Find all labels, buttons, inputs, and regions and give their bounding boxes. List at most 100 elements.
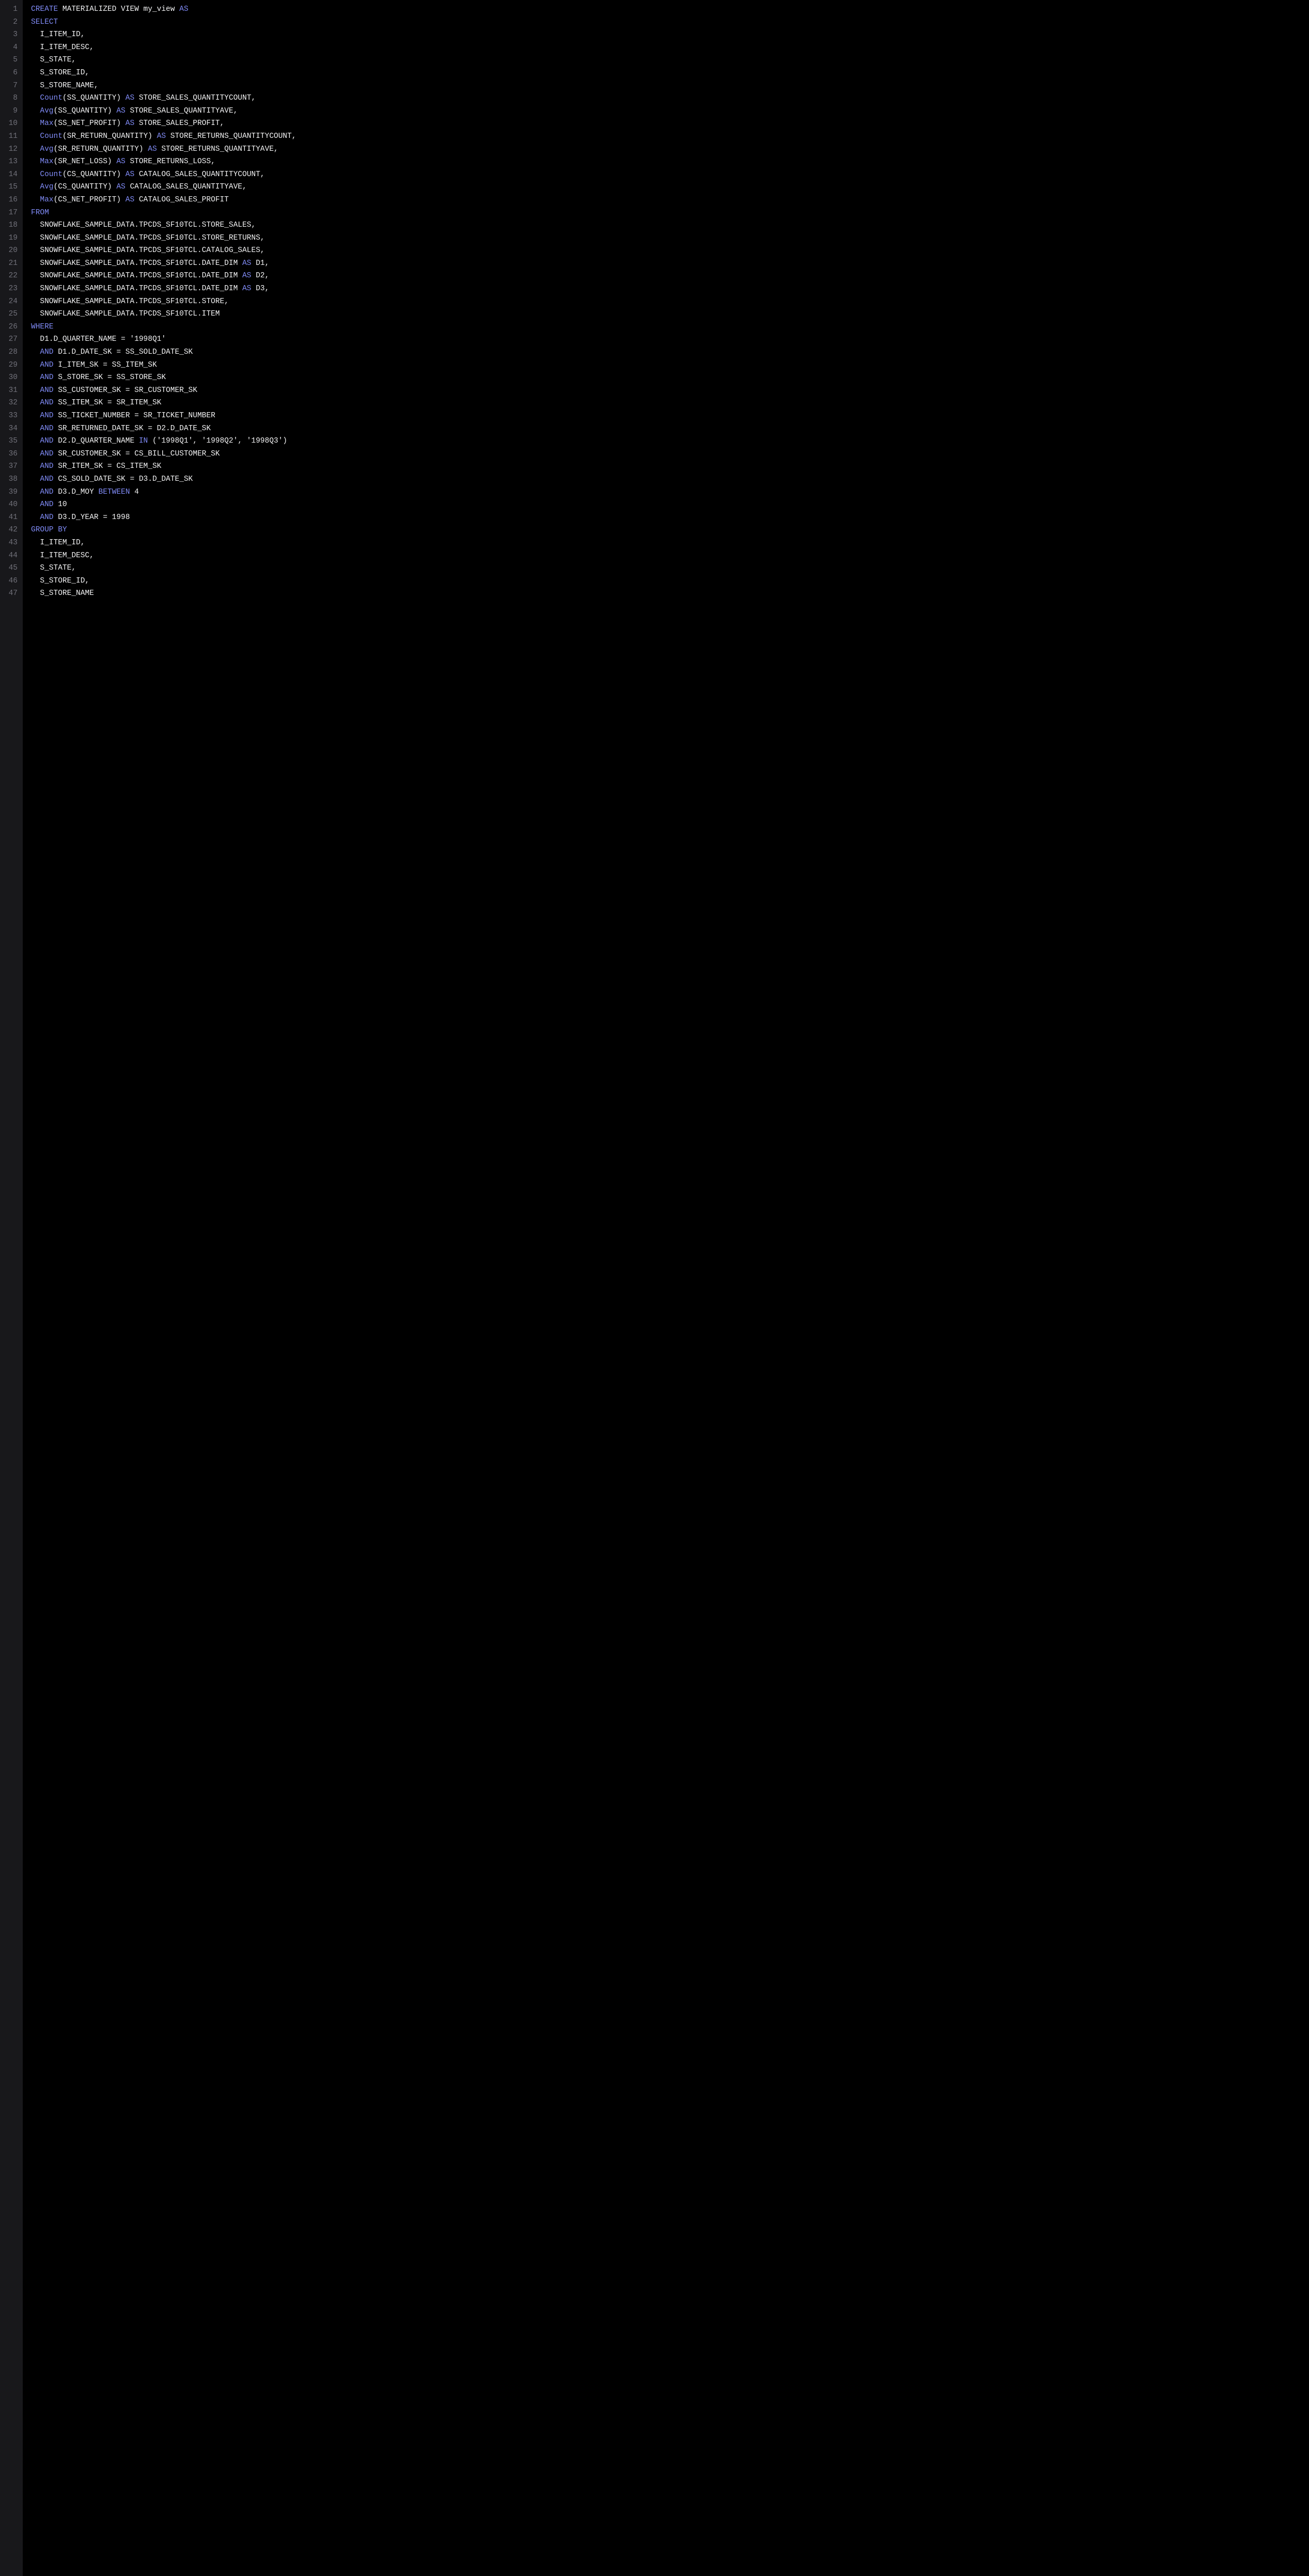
- token-txt: STORE_SALES_QUANTITYCOUNT,: [134, 94, 256, 102]
- line-number: 36: [3, 448, 18, 461]
- code-line: SNOWFLAKE_SAMPLE_DATA.TPCDS_SF10TCL.DATE…: [31, 282, 1301, 295]
- line-number: 2: [3, 16, 18, 29]
- code-line: AND D3.D_YEAR = 1998: [31, 511, 1301, 524]
- token-kw: AS: [242, 285, 251, 293]
- code-line: AND SS_ITEM_SK = SR_ITEM_SK: [31, 397, 1301, 410]
- token-txt: [31, 475, 40, 483]
- token-txt: SNOWFLAKE_SAMPLE_DATA.TPCDS_SF10TCL.DATE…: [31, 285, 242, 293]
- token-txt: S_STORE_ID,: [31, 577, 89, 585]
- token-fn: Max: [40, 158, 53, 166]
- code-line: Max(SS_NET_PROFIT) AS STORE_SALES_PROFIT…: [31, 117, 1301, 130]
- code-line: D1.D_QUARTER_NAME = '1998Q1': [31, 333, 1301, 346]
- token-kw: SELECT: [31, 18, 58, 26]
- token-txt: [31, 107, 40, 115]
- line-number: 21: [3, 257, 18, 270]
- line-number: 37: [3, 460, 18, 473]
- code-line: Count(CS_QUANTITY) AS CATALOG_SALES_QUAN…: [31, 168, 1301, 181]
- token-txt: [31, 437, 40, 445]
- token-kw: AND: [40, 425, 53, 433]
- code-line: AND 10: [31, 498, 1301, 511]
- code-line: Avg(SR_RETURN_QUANTITY) AS STORE_RETURNS…: [31, 143, 1301, 156]
- token-txt: (CS_NET_PROFIT): [54, 196, 126, 204]
- token-txt: D1,: [251, 259, 269, 268]
- token-txt: D3,: [251, 285, 269, 293]
- line-number: 30: [3, 371, 18, 384]
- code-line: SELECT: [31, 16, 1301, 29]
- code-line: I_ITEM_ID,: [31, 28, 1301, 41]
- token-kw: AND: [40, 450, 53, 458]
- code-line: Avg(SS_QUANTITY) AS STORE_SALES_QUANTITY…: [31, 105, 1301, 118]
- token-txt: [31, 425, 40, 433]
- line-number: 13: [3, 155, 18, 168]
- code-line: I_ITEM_DESC,: [31, 41, 1301, 54]
- line-number: 46: [3, 575, 18, 588]
- line-number: 25: [3, 308, 18, 321]
- token-kw: AS: [179, 5, 188, 13]
- line-number: 22: [3, 270, 18, 282]
- line-number: 20: [3, 244, 18, 257]
- code-line: AND SR_ITEM_SK = CS_ITEM_SK: [31, 460, 1301, 473]
- token-txt: [31, 412, 40, 420]
- line-number: 19: [3, 232, 18, 245]
- token-kw: AS: [126, 196, 134, 204]
- token-txt: [31, 462, 40, 470]
- token-txt: (SS_QUANTITY): [54, 107, 117, 115]
- line-number: 10: [3, 117, 18, 130]
- token-fn: Avg: [40, 183, 53, 191]
- token-txt: 4: [130, 488, 138, 496]
- line-number: 3: [3, 28, 18, 41]
- token-kw: AS: [126, 94, 134, 102]
- token-txt: SNOWFLAKE_SAMPLE_DATA.TPCDS_SF10TCL.STOR…: [31, 234, 264, 242]
- token-txt: SNOWFLAKE_SAMPLE_DATA.TPCDS_SF10TCL.DATE…: [31, 259, 242, 268]
- line-number: 33: [3, 410, 18, 422]
- line-number: 6: [3, 67, 18, 80]
- line-number: 35: [3, 435, 18, 448]
- code-area[interactable]: CREATE MATERIALIZED VIEW my_view ASSELEC…: [23, 0, 1309, 2576]
- line-number: 17: [3, 207, 18, 219]
- token-txt: I_ITEM_DESC,: [31, 552, 94, 560]
- token-kw: AND: [40, 361, 53, 369]
- code-line: AND D1.D_DATE_SK = SS_SOLD_DATE_SK: [31, 346, 1301, 359]
- token-kw: WHERE: [31, 323, 54, 331]
- token-txt: [31, 361, 40, 369]
- line-number: 1: [3, 3, 18, 16]
- token-fn: Max: [40, 196, 53, 204]
- token-txt: STORE_SALES_PROFIT,: [134, 119, 224, 128]
- token-txt: SS_TICKET_NUMBER = SR_TICKET_NUMBER: [54, 412, 215, 420]
- code-line: GROUP BY: [31, 524, 1301, 537]
- line-number: 28: [3, 346, 18, 359]
- code-line: Avg(CS_QUANTITY) AS CATALOG_SALES_QUANTI…: [31, 181, 1301, 194]
- code-line: S_STORE_NAME: [31, 587, 1301, 600]
- token-txt: SS_CUSTOMER_SK = SR_CUSTOMER_SK: [54, 386, 197, 395]
- token-txt: D3.D_YEAR = 1998: [54, 513, 130, 522]
- token-kw: AS: [116, 107, 125, 115]
- code-line: S_STORE_NAME,: [31, 80, 1301, 92]
- line-number: 39: [3, 486, 18, 499]
- line-number: 18: [3, 219, 18, 232]
- line-number: 26: [3, 321, 18, 334]
- code-line: S_STATE,: [31, 562, 1301, 575]
- token-kw: AND: [40, 412, 53, 420]
- token-fn: Count: [40, 94, 63, 102]
- line-number: 5: [3, 54, 18, 67]
- line-number: 41: [3, 511, 18, 524]
- token-txt: STORE_RETURNS_QUANTITYAVE,: [157, 145, 278, 153]
- token-txt: S_STORE_NAME,: [31, 82, 99, 90]
- token-kw: AS: [242, 259, 251, 268]
- token-txt: [31, 158, 40, 166]
- line-number: 15: [3, 181, 18, 194]
- token-txt: S_STATE,: [31, 56, 76, 64]
- token-kw: AS: [157, 132, 166, 140]
- token-txt: [31, 386, 40, 395]
- token-txt: SNOWFLAKE_SAMPLE_DATA.TPCDS_SF10TCL.CATA…: [31, 246, 264, 255]
- code-line: I_ITEM_DESC,: [31, 549, 1301, 562]
- token-kw: AS: [116, 158, 125, 166]
- token-fn: Avg: [40, 145, 53, 153]
- token-fn: Avg: [40, 107, 53, 115]
- token-txt: 10: [54, 500, 67, 509]
- token-txt: I_ITEM_ID,: [31, 30, 85, 39]
- token-txt: [31, 132, 40, 140]
- token-txt: SNOWFLAKE_SAMPLE_DATA.TPCDS_SF10TCL.ITEM: [31, 310, 220, 318]
- code-line: SNOWFLAKE_SAMPLE_DATA.TPCDS_SF10TCL.ITEM: [31, 308, 1301, 321]
- token-txt: (SR_RETURN_QUANTITY): [63, 132, 157, 140]
